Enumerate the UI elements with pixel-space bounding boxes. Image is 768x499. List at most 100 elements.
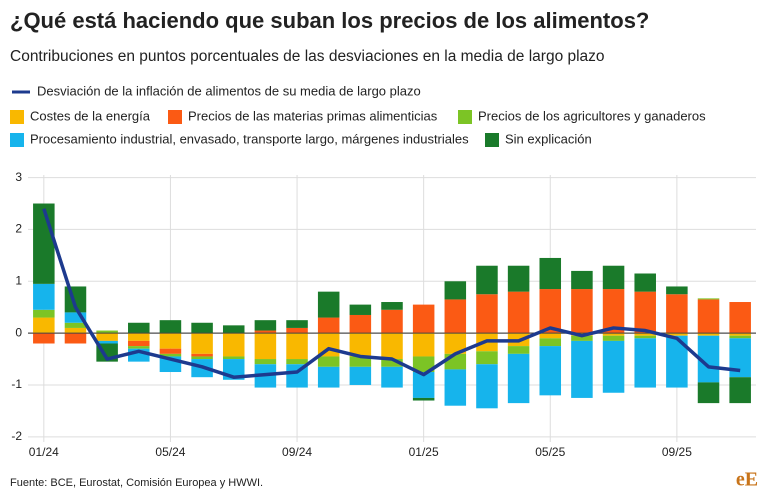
bar-segment xyxy=(191,356,213,360)
bar-segment xyxy=(286,320,308,328)
bar-segment xyxy=(444,281,467,300)
bar-segment xyxy=(159,353,182,357)
x-tick-label: 05/24 xyxy=(155,445,185,459)
bar-segment xyxy=(286,327,308,334)
legend-label: Precios de los agricultores y ganaderos xyxy=(478,108,706,123)
bar-segment xyxy=(697,333,720,336)
bar-segment xyxy=(128,340,150,347)
bar-segment xyxy=(666,335,688,388)
bar-segment xyxy=(191,333,213,354)
bar-segment xyxy=(349,333,372,357)
bar-segment xyxy=(159,320,182,334)
bar-segment xyxy=(349,304,372,315)
bar-segment xyxy=(254,320,277,331)
bar-segment xyxy=(286,333,308,360)
y-tick-label: 0 xyxy=(15,325,22,339)
y-tick-label: 1 xyxy=(15,273,22,287)
bar-segment xyxy=(729,302,751,334)
bar-segment xyxy=(729,335,751,339)
bar-segment xyxy=(254,359,277,365)
legend-label: Costes de la energía xyxy=(30,108,151,123)
bar-segment xyxy=(349,366,372,385)
bar-segment xyxy=(33,317,55,334)
legend-swatch xyxy=(10,110,24,124)
bar-segment xyxy=(349,314,372,334)
x-tick-label: 09/25 xyxy=(662,445,692,459)
legend-label: Precios de las materias primas alimentic… xyxy=(188,108,438,123)
bar-segment xyxy=(634,273,656,292)
y-tick-label: -1 xyxy=(11,377,22,391)
bar-segment xyxy=(222,356,245,360)
bar-segment xyxy=(729,333,751,336)
bar-segment xyxy=(349,356,372,367)
bar-segment xyxy=(317,291,340,318)
bar-segment xyxy=(33,283,55,310)
bar-segment xyxy=(507,265,530,292)
bar-segment xyxy=(476,265,498,295)
bar-segment xyxy=(96,340,118,344)
bar-segment xyxy=(666,333,688,336)
bar-segment xyxy=(476,294,498,334)
bar-segment xyxy=(286,359,308,365)
y-tick-label: 3 xyxy=(15,170,22,184)
bar-segment xyxy=(381,366,403,388)
x-tick-label: 05/25 xyxy=(535,445,565,459)
bar-segment xyxy=(666,294,688,334)
bar-segment xyxy=(33,333,55,344)
bar-segment xyxy=(96,333,118,341)
bar-segment xyxy=(412,304,435,334)
y-tick-label: -2 xyxy=(11,429,22,443)
chart-subtitle: Contribuciones en puntos porcentuales de… xyxy=(10,48,605,65)
bar-segment xyxy=(159,348,182,354)
bar-segment xyxy=(444,353,467,370)
bar-segment xyxy=(444,369,467,406)
legend-label: Procesamiento industrial, envasado, tran… xyxy=(30,131,469,146)
bar-segment xyxy=(602,340,625,393)
legend-label: Sin explicación xyxy=(505,131,592,146)
bar-segment xyxy=(507,291,530,334)
bar-segment xyxy=(159,333,182,349)
bar-segment xyxy=(191,353,213,357)
bar-segment xyxy=(64,322,87,328)
bar-segment xyxy=(317,366,340,388)
legend-swatch xyxy=(485,133,499,147)
bar-segment xyxy=(571,270,593,290)
logo: eE xyxy=(736,469,758,491)
bar-segment xyxy=(64,327,87,334)
bar-segment xyxy=(697,299,720,334)
bar-segment xyxy=(571,289,593,334)
bar-segment xyxy=(539,338,562,347)
bar-segment xyxy=(571,335,593,341)
bar-segment xyxy=(381,309,403,334)
bar-segment xyxy=(64,333,87,344)
bar-segment xyxy=(33,309,55,318)
bar-segment xyxy=(381,359,403,367)
bar-segment xyxy=(254,333,277,360)
bar-segment xyxy=(602,289,625,334)
bar-segment xyxy=(539,289,562,334)
bar-segment xyxy=(539,333,562,339)
bar-segment xyxy=(444,299,467,334)
bar-segment xyxy=(254,330,277,334)
bar-segment xyxy=(666,286,688,295)
bar-segment xyxy=(412,356,435,373)
bar-segment xyxy=(222,325,245,334)
bar-segment xyxy=(412,397,435,401)
x-tick-label: 01/24 xyxy=(29,445,59,459)
bar-segment xyxy=(317,317,340,334)
x-tick-label: 09/24 xyxy=(282,445,312,459)
source: Fuente: BCE, Eurostat, Comisión Europea … xyxy=(10,477,263,489)
bar-segment xyxy=(634,335,656,339)
bar-segment xyxy=(602,333,625,336)
bar-segment xyxy=(539,257,562,290)
bar-segment xyxy=(381,333,403,360)
bar-segment xyxy=(697,298,720,300)
bar-segment xyxy=(476,351,498,365)
bar-segment xyxy=(602,335,625,341)
legend-swatch xyxy=(10,133,24,147)
chart-title: ¿Qué está haciendo que suban los precios… xyxy=(10,8,649,33)
bar-segment xyxy=(191,322,213,334)
bar-segment xyxy=(222,333,245,357)
bar-segment xyxy=(381,302,403,310)
